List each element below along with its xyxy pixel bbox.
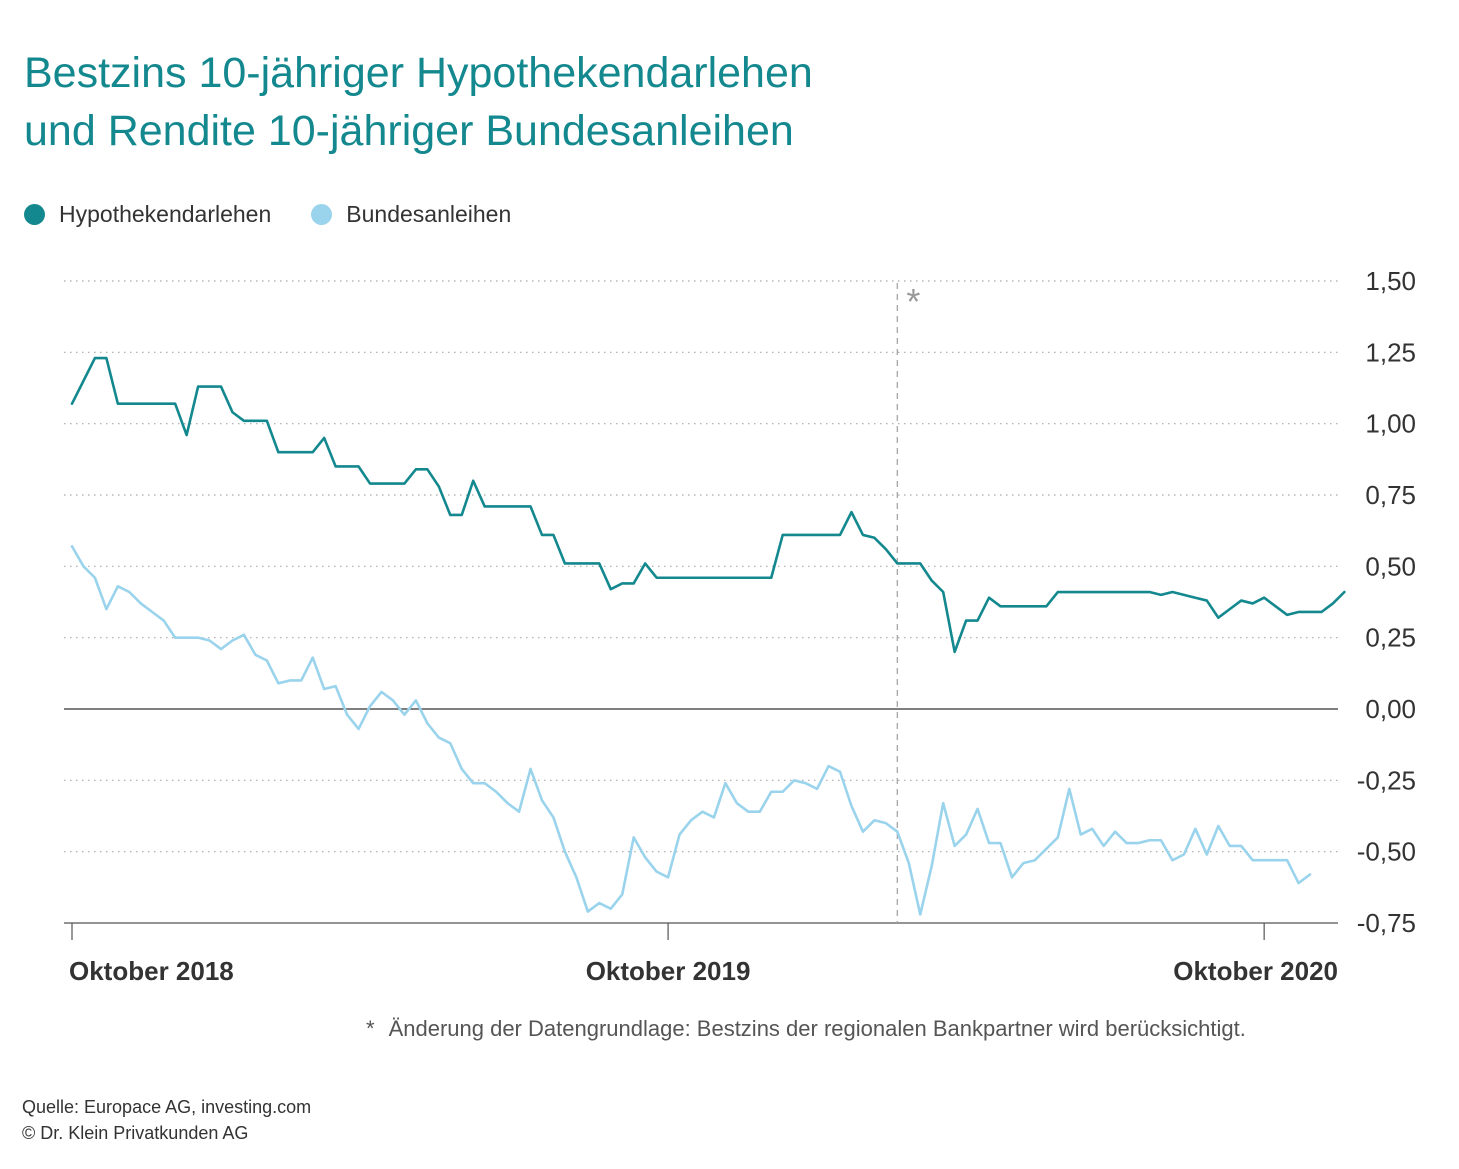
axis-labels: 1,50 1,25 1,00 0,75 0,50 0,25 0,00 -0,25 -0,50 -0… (69, 266, 1416, 986)
y-tick-label: 0,25 (1365, 623, 1416, 653)
footnote: * Änderung der Datengrundlage: Bestzins d… (366, 1016, 1246, 1042)
y-tick-label: -0,50 (1357, 837, 1416, 867)
y-tick-label: 0,50 (1365, 551, 1416, 581)
y-tick-label: 1,00 (1365, 409, 1416, 439)
axes (64, 708, 1338, 940)
y-tick-label: 1,50 (1365, 266, 1416, 296)
legend-item-hypothekendarlehen: Hypothekendarlehen (24, 201, 271, 228)
y-tick-label: -0,75 (1357, 908, 1416, 938)
y-tick-label: -0,25 (1357, 765, 1416, 795)
x-tick-label: Oktober 2019 (586, 956, 751, 986)
footnote-marker: * (366, 1016, 375, 1041)
y-tick-label: 0,00 (1365, 694, 1416, 724)
y-tick-label: 0,75 (1365, 480, 1416, 510)
y-tick-label: 1,25 (1365, 337, 1416, 367)
title-line-2: und Rendite 10-jähriger Bundesanleihen (24, 107, 794, 155)
legend-dot-icon-bundesanleihen (311, 203, 333, 225)
grid-lines (64, 280, 1338, 853)
legend-item-bundesanleihen: Bundesanleihen (311, 201, 511, 228)
marker-asterisk: * (906, 281, 920, 322)
source-block: Quelle: Europace AG, investing.com © Dr.… (22, 1094, 311, 1146)
series-line-hypothekendarlehen (70, 356, 1346, 654)
footnote-text: Änderung der Datengrundlage: Bestzins de… (388, 1016, 1246, 1041)
series-line-bundesanleihen (70, 545, 1312, 916)
x-tick-label: Oktober 2020 (1173, 956, 1338, 986)
data-change-marker: * (896, 281, 920, 923)
legend: Hypothekendarlehen Bundesanleihen (24, 198, 551, 230)
chart-title: Bestzins 10-jähriger Hypothekendarlehen … (24, 44, 813, 160)
x-tick-label: Oktober 2018 (69, 956, 234, 986)
legend-label-bundesanleihen: Bundesanleihen (346, 200, 512, 227)
title-line-1: Bestzins 10-jähriger Hypothekendarlehen (24, 49, 813, 97)
source-line: Quelle: Europace AG, investing.com (22, 1097, 312, 1117)
legend-dot-icon-hypothekendarlehen (24, 203, 45, 225)
copyright-line: © Dr. Klein Privatkunden AG (22, 1123, 249, 1143)
legend-label-hypothekendarlehen: Hypothekendarlehen (59, 200, 272, 227)
series-lines (70, 356, 1346, 916)
